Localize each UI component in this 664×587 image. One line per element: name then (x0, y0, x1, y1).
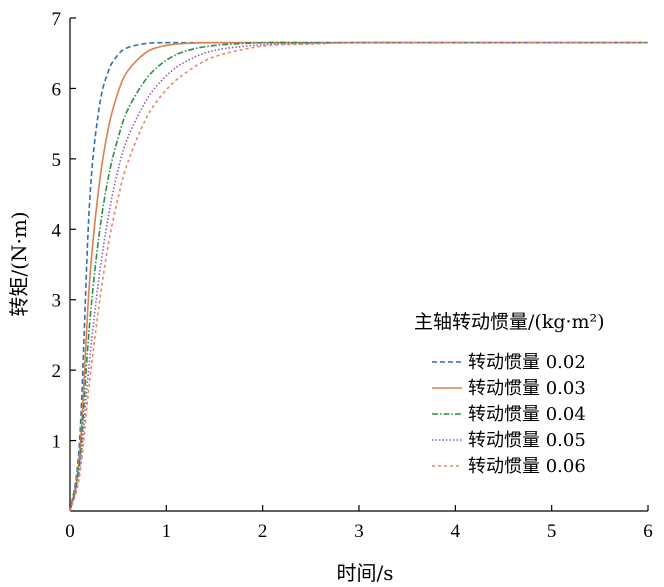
x-tick-label: 1 (162, 521, 172, 542)
legend-title: 主轴转动惯量/(kg·m²) (414, 311, 605, 333)
axes: 0 1 2 3 4 5 6 1 2 3 4 5 6 7 (52, 9, 653, 542)
legend-label-2: 转动惯量 0.03 (468, 378, 586, 399)
x-ticks: 0 1 2 3 4 5 6 (65, 505, 653, 542)
x-axis-title: 时间/s (336, 561, 393, 585)
y-tick-label: 3 (52, 291, 62, 312)
legend-label-4: 转动惯量 0.05 (468, 430, 586, 451)
legend-items: 转动惯量 0.02 转动惯量 0.03 转动惯量 0.04 转动惯量 0.05 转动惯量… (432, 352, 586, 477)
series-line-5 (69, 41, 648, 512)
series-line-4 (69, 41, 648, 512)
x-tick-label: 2 (258, 521, 268, 542)
y-tick-label: 1 (52, 432, 62, 453)
y-tick-label: 2 (52, 361, 62, 382)
y-ticks: 1 2 3 4 5 6 7 (52, 9, 76, 453)
x-tick-label: 3 (354, 521, 364, 542)
legend-label-1: 转动惯量 0.02 (468, 352, 586, 373)
x-tick-label: 6 (643, 521, 653, 542)
y-axis-title: 转矩/(N·m) (7, 211, 31, 316)
x-tick-label: 0 (65, 521, 75, 542)
y-tick-label: 6 (52, 79, 62, 100)
x-tick-label: 4 (451, 521, 461, 542)
x-tick-label: 5 (547, 521, 557, 542)
y-tick-label: 4 (52, 220, 62, 241)
legend-label-3: 转动惯量 0.04 (468, 404, 586, 425)
series-lines (69, 41, 648, 512)
legend-label-5: 转动惯量 0.06 (468, 456, 586, 477)
y-tick-label: 5 (52, 150, 62, 171)
y-tick-label: 7 (52, 9, 62, 30)
